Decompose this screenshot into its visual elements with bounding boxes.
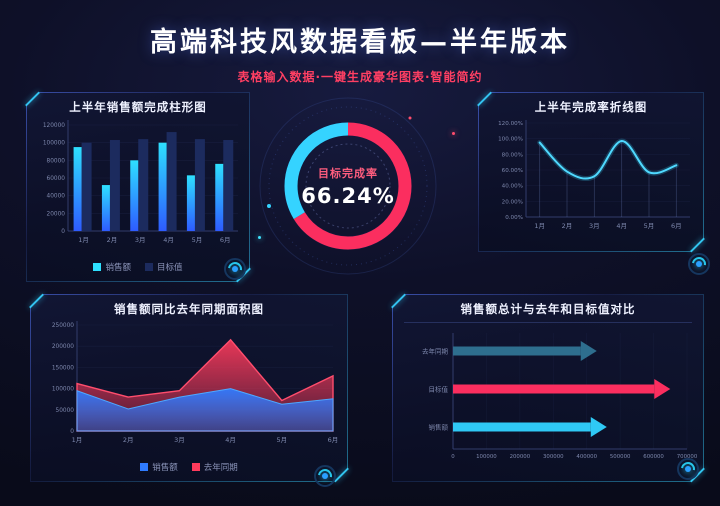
page-subtitle: 表格输入数据·一键生成豪华图表·智能简约 <box>237 70 483 84</box>
svg-text:3月: 3月 <box>174 436 185 444</box>
bar-chart-legend: 销售额 目标值 <box>93 261 183 273</box>
svg-text:500000: 500000 <box>610 454 631 460</box>
svg-text:40.00%: 40.00% <box>502 184 523 190</box>
legend-label-sales: 销售额 <box>152 463 178 473</box>
svg-text:20000: 20000 <box>47 211 66 217</box>
gauge-ring <box>259 97 437 275</box>
svg-text:80000: 80000 <box>47 158 66 164</box>
svg-text:4月: 4月 <box>225 436 236 444</box>
svg-text:0: 0 <box>451 454 455 460</box>
svg-text:100000: 100000 <box>52 387 74 393</box>
svg-text:0: 0 <box>61 229 65 235</box>
svg-text:2月: 2月 <box>562 222 573 230</box>
svg-text:600000: 600000 <box>643 454 664 460</box>
tech-ring-icon <box>224 258 246 280</box>
panel-completion-line-chart: 上半年完成率折线图 0.00% 20.00% 40.00% 60.00% 80.00% 1… <box>477 91 705 253</box>
svg-text:1月: 1月 <box>72 436 83 444</box>
svg-text:20.00%: 20.00% <box>502 199 523 205</box>
svg-text:3月: 3月 <box>135 236 146 244</box>
svg-text:3月: 3月 <box>589 222 600 230</box>
panel-sales-bar-chart: 上半年销售额完成柱形图 0 20000 40000 60000 80000 100000 1… <box>25 91 251 283</box>
panel-content: 上半年完成率折线图 0.00% 20.00% 40.00% 60.00% 80.00% 1… <box>478 92 704 252</box>
svg-text:120.00%: 120.00% <box>498 121 523 127</box>
svg-text:200000: 200000 <box>52 344 74 350</box>
svg-text:销售额: 销售额 <box>429 423 449 432</box>
tech-ring-icon <box>688 253 710 275</box>
svg-text:0.00%: 0.00% <box>505 215 523 221</box>
panel-content: 销售额同比去年同期面积图 0 50000 100000 150000 200000 250… <box>30 294 348 482</box>
arrow-bar-chart: 0 100000 200000 300000 400000 500000 600000 700… <box>422 333 697 460</box>
bar-chart-title: 上半年销售额完成柱形图 <box>69 100 207 114</box>
area-chart: 0 50000 100000 150000 200000 250000 1月 2月 3月 4月 5月… <box>52 321 339 444</box>
svg-text:120000: 120000 <box>43 123 65 129</box>
page-title: 高端科技风数据看板—半年版本 <box>150 27 570 58</box>
svg-text:1月: 1月 <box>534 222 545 230</box>
svg-text:250000: 250000 <box>52 323 74 329</box>
spark-dot-icon <box>452 132 455 135</box>
panel-content: 上半年销售额完成柱形图 0 20000 40000 60000 80000 100000 1… <box>26 92 250 282</box>
bar-chart: 0 20000 40000 60000 80000 100000 120000 1月 2月 3月 4… <box>43 120 238 244</box>
legend-item-sales: 销售额 <box>140 461 178 473</box>
svg-text:6月: 6月 <box>671 222 682 230</box>
area-chart-legend: 销售额 去年同期 <box>140 461 238 473</box>
spark-dot-icon <box>258 236 261 239</box>
svg-text:2月: 2月 <box>107 236 118 244</box>
panel-comparison-chart: 销售额总计与去年和目标值对比 0 100000 200000 300000 400000… <box>391 293 705 483</box>
svg-text:5月: 5月 <box>192 236 203 244</box>
tech-ring-icon <box>677 458 699 480</box>
gauge-chart: 目标完成率 66.24% <box>258 96 438 276</box>
svg-text:400000: 400000 <box>576 454 597 460</box>
svg-text:100000: 100000 <box>43 141 65 147</box>
svg-text:60000: 60000 <box>47 176 66 182</box>
legend-swatch-sales <box>93 263 102 271</box>
svg-text:200000: 200000 <box>510 454 531 460</box>
svg-text:100000: 100000 <box>476 454 497 460</box>
svg-text:40000: 40000 <box>47 194 66 200</box>
svg-text:5月: 5月 <box>644 222 655 230</box>
legend-swatch-sales <box>140 463 149 471</box>
legend-swatch-target <box>145 263 153 271</box>
line-chart-title: 上半年完成率折线图 <box>534 100 648 114</box>
svg-text:60.00%: 60.00% <box>502 168 523 174</box>
area-chart-title: 销售额同比去年同期面积图 <box>114 302 264 316</box>
svg-text:50000: 50000 <box>56 408 75 414</box>
legend-label-target: 目标值 <box>157 263 183 273</box>
legend-item-target: 目标值 <box>145 261 183 273</box>
svg-text:80.00%: 80.00% <box>502 152 523 158</box>
svg-text:2月: 2月 <box>123 436 134 444</box>
legend-item-sales: 销售额 <box>93 261 131 273</box>
svg-text:6月: 6月 <box>328 436 339 444</box>
header: 高端科技风数据看板—半年版本 表格输入数据·一键生成豪华图表·智能简约 <box>0 20 720 85</box>
svg-text:150000: 150000 <box>52 365 74 371</box>
panel-area-chart: 销售额同比去年同期面积图 0 50000 100000 150000 200000 250… <box>29 293 349 483</box>
svg-text:4月: 4月 <box>616 222 627 230</box>
svg-text:4月: 4月 <box>163 236 174 244</box>
legend-item-lastyear: 去年同期 <box>191 461 238 473</box>
legend-label-sales: 销售额 <box>105 263 131 273</box>
svg-text:6月: 6月 <box>220 236 231 244</box>
svg-text:300000: 300000 <box>543 454 564 460</box>
panel-content: 销售额总计与去年和目标值对比 0 100000 200000 300000 400000… <box>392 294 704 482</box>
svg-text:去年同期: 去年同期 <box>422 347 449 356</box>
svg-text:目标值: 目标值 <box>429 385 449 394</box>
panel-surface <box>479 93 703 251</box>
tech-ring-icon <box>314 465 336 487</box>
svg-text:1月: 1月 <box>78 236 89 244</box>
svg-text:0: 0 <box>70 429 74 435</box>
svg-text:700000: 700000 <box>677 454 697 460</box>
svg-text:100.00%: 100.00% <box>498 137 523 143</box>
legend-swatch-lastyear <box>191 463 200 471</box>
comparison-chart-title: 销售额总计与去年和目标值对比 <box>404 301 692 323</box>
line-chart: 0.00% 20.00% 40.00% 60.00% 80.00% 100.00% 120.… <box>498 120 690 230</box>
svg-text:5月: 5月 <box>276 436 287 444</box>
legend-label-lastyear: 去年同期 <box>203 463 238 473</box>
